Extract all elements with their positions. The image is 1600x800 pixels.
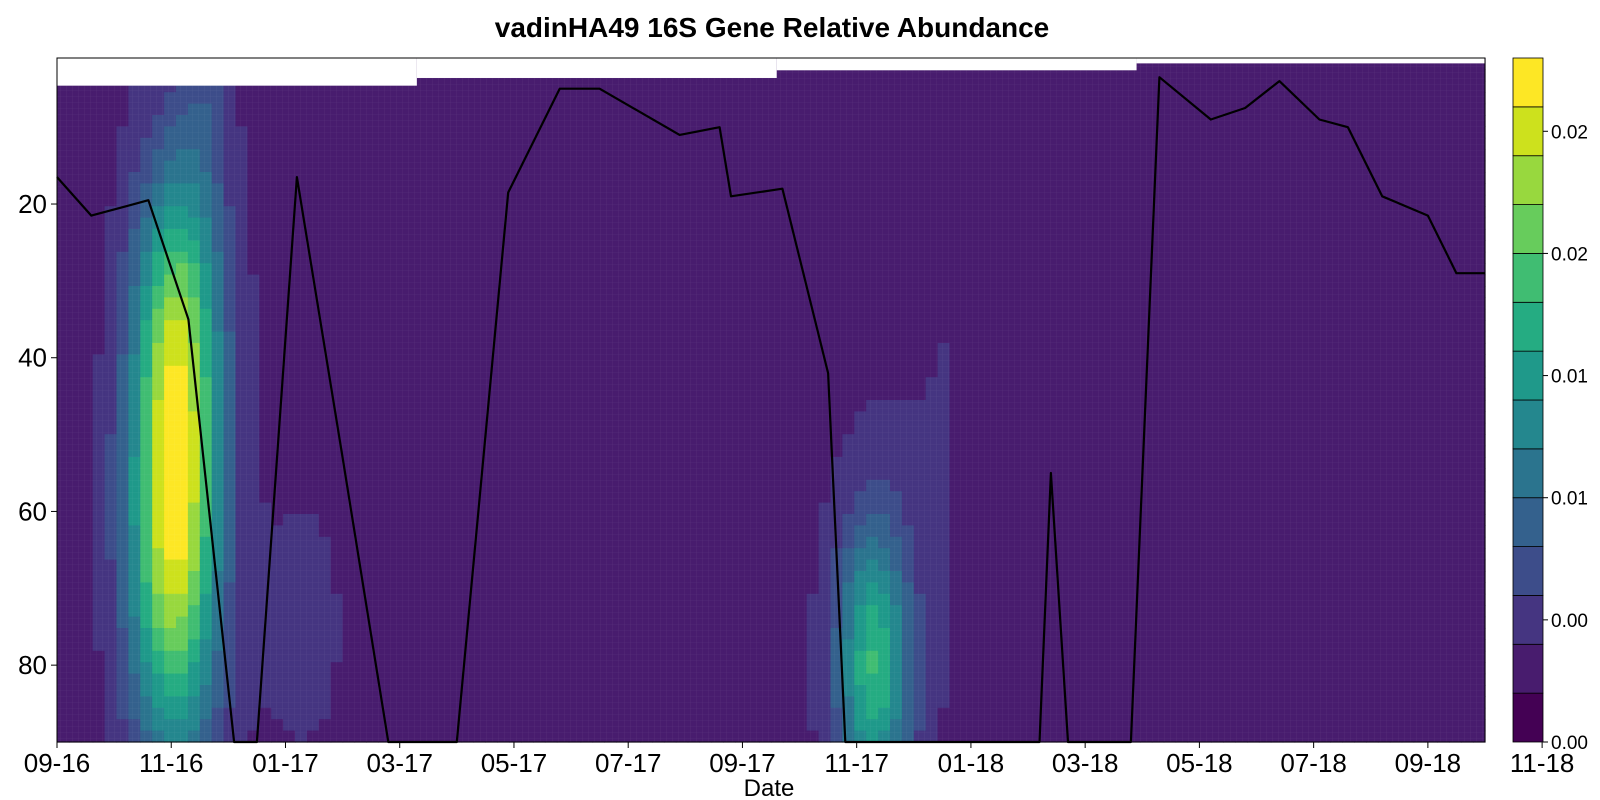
chart-title: vadinHA49 16S Gene Relative Abundance [494,12,1050,43]
